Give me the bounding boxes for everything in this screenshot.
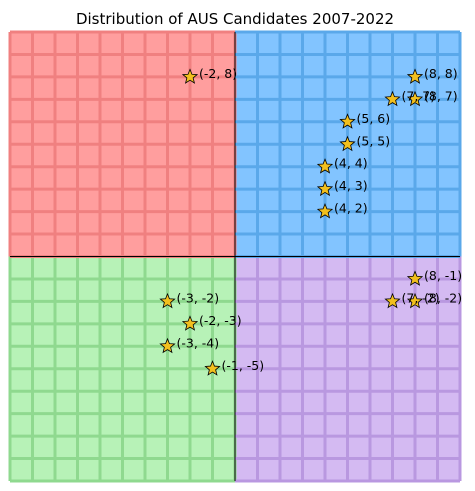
point-label: (8, 8) <box>424 66 458 81</box>
point-label: (-3, -2) <box>177 290 220 305</box>
chart-title: Distribution of AUS Candidates 2007-2022 <box>76 10 394 28</box>
point-label: (4, 2) <box>334 201 368 216</box>
point-label: (-3, -4) <box>177 335 220 350</box>
point-label: (8, -2) <box>424 290 462 305</box>
point-label: (-2, 8) <box>199 66 237 81</box>
point-label: (5, 6) <box>357 111 391 126</box>
point-label: (4, 4) <box>334 156 368 171</box>
point-label: (-2, -3) <box>199 313 242 328</box>
point-label: (-1, -5) <box>222 358 265 373</box>
point-label: (8, 7) <box>424 88 458 103</box>
point-label: (8, -1) <box>424 268 462 283</box>
point-label: (4, 3) <box>334 178 368 193</box>
point-label: (5, 5) <box>357 133 391 148</box>
